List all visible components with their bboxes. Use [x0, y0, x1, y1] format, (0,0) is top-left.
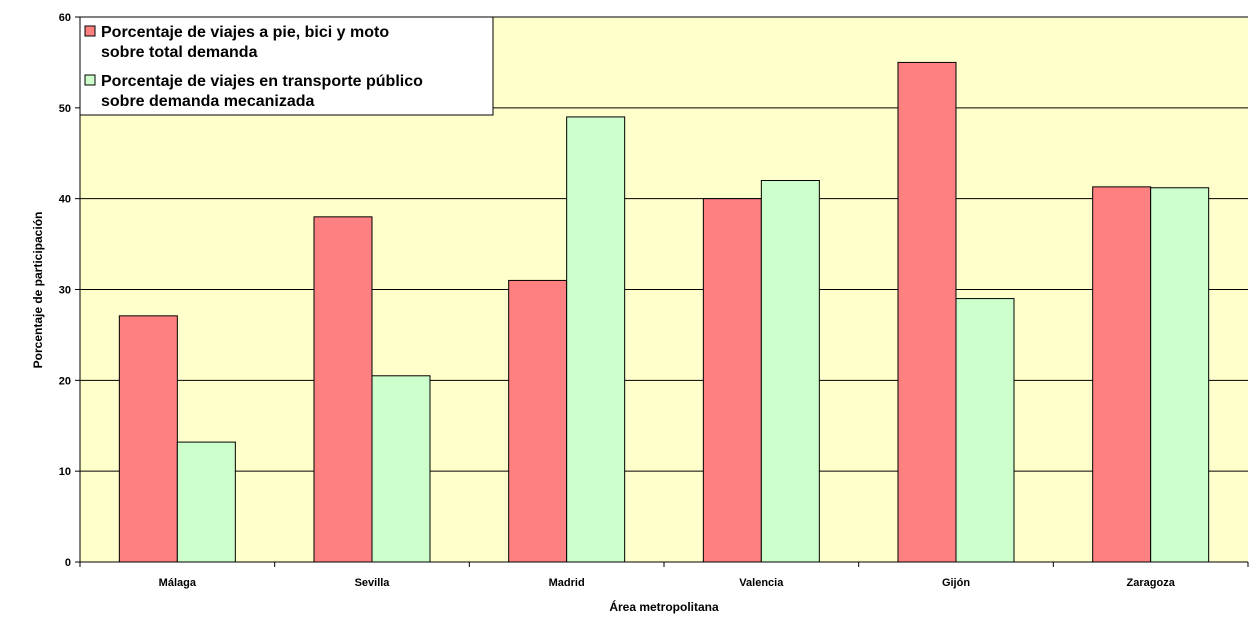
- x-tick-label: Madrid: [549, 577, 585, 589]
- y-tick-labels: 0 10 20 30 40 50 60: [59, 12, 71, 569]
- y-tick-label: 40: [59, 194, 71, 206]
- bar-series-1-Gijón: [897, 61, 957, 563]
- y-tick-label: 10: [59, 466, 71, 478]
- bars: [118, 61, 1210, 563]
- x-tick-label: Valencia: [739, 577, 784, 589]
- bar-series-2-Valencia: [760, 180, 820, 563]
- legend-label-series-1-line-1: Porcentaje de viajes a pie, bici y moto: [101, 24, 389, 41]
- bar-series-1-Málaga: [118, 315, 178, 563]
- y-tick-label: 0: [65, 557, 71, 569]
- legend: Porcentaje de viajes a pie, bici y moto …: [79, 16, 494, 116]
- bar-series-1-Sevilla: [313, 216, 373, 563]
- legend-label-series-1-line-2: sobre total demanda: [101, 44, 258, 61]
- y-tick-label: 50: [59, 103, 71, 115]
- y-tick-label: 20: [59, 375, 71, 387]
- bar-series-1-Zaragoza: [1092, 186, 1152, 563]
- bar-series-2-Zaragoza: [1150, 187, 1210, 563]
- gridlines: [80, 16, 1248, 472]
- x-tick-label: Zaragoza: [1127, 577, 1176, 589]
- bar-series-1-Madrid: [508, 279, 568, 563]
- y-tick-label: 60: [59, 12, 71, 24]
- legend-label-series-2-line-1: Porcentaje de viajes en transporte públi…: [101, 73, 423, 90]
- bar-series-2-Sevilla: [371, 375, 431, 563]
- x-tick-label: Sevilla: [355, 577, 391, 589]
- legend-label-series-2-line-2: sobre demanda mecanizada: [101, 93, 315, 110]
- legend-swatch-series-1: [84, 25, 96, 37]
- bar-series-1-Valencia: [702, 198, 762, 563]
- x-axis-title: Área metropolitana: [609, 599, 719, 614]
- y-axis-title: Porcentaje de participación: [31, 212, 45, 369]
- legend-swatch-series-2: [84, 74, 96, 86]
- legend-box: [79, 16, 494, 116]
- y-tick-label: 30: [59, 285, 71, 297]
- bar-series-2-Málaga: [176, 441, 236, 563]
- x-tick-label: Málaga: [159, 577, 197, 589]
- bar-series-2-Gijón: [955, 298, 1015, 563]
- x-tick-label: Gijón: [942, 577, 970, 589]
- bar-series-2-Madrid: [566, 116, 626, 563]
- x-tick-labels: Málaga Sevilla Madrid Valencia Gijón Zaragoza: [159, 577, 1176, 589]
